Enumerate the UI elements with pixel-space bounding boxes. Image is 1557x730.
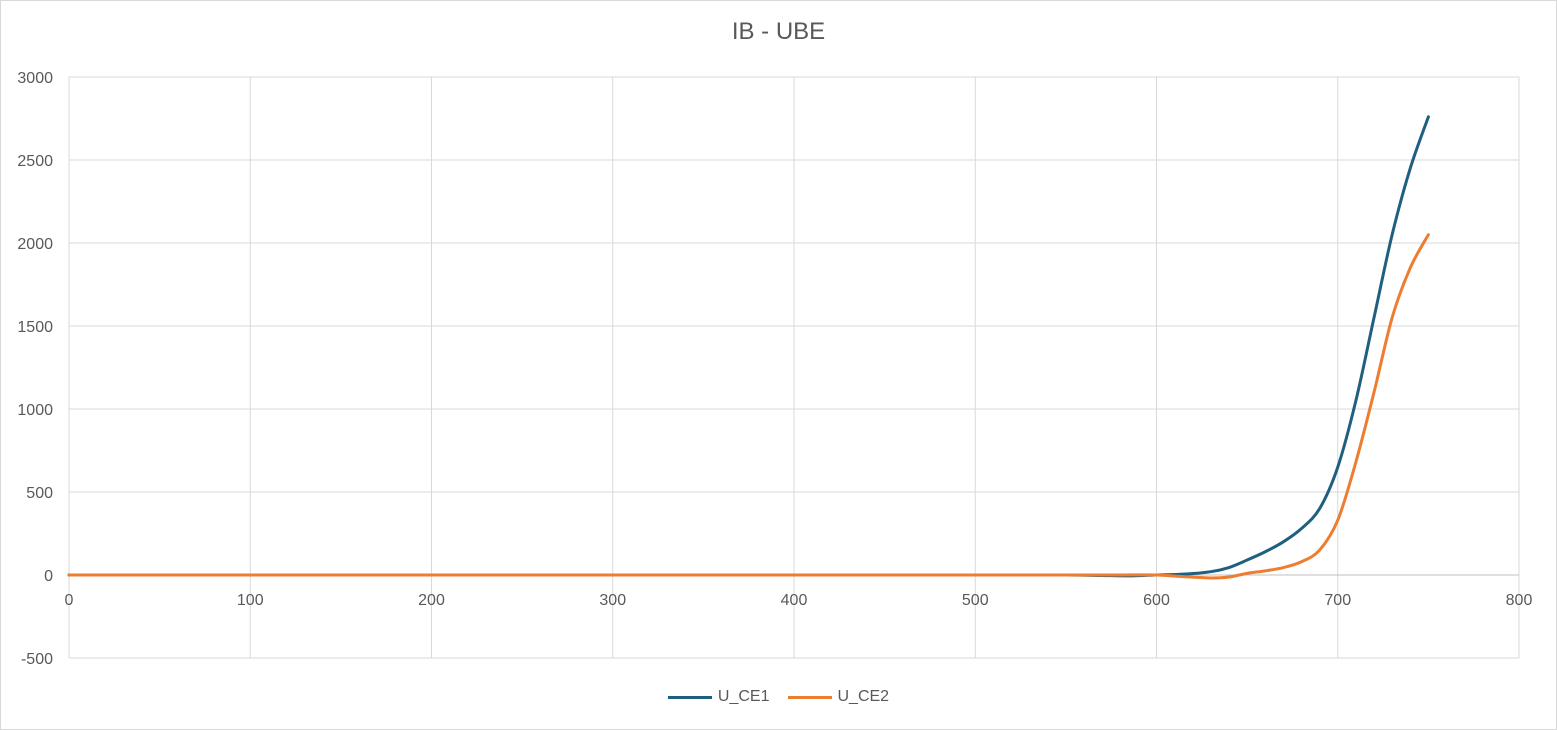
x-tick-label: 400 [781, 592, 808, 609]
series-line-u-ce1 [67, 115, 1430, 578]
legend-item: U_CE2 [787, 688, 890, 706]
y-tick-label: 1000 [17, 402, 53, 419]
x-tick-label: 100 [237, 592, 264, 609]
legend-swatch [787, 695, 832, 699]
x-tick-label: 0 [65, 592, 74, 609]
legend-swatch [667, 695, 712, 699]
series-layer [67, 115, 1430, 580]
x-tick-label: 700 [1324, 592, 1351, 609]
legend-label: U_CE2 [837, 688, 890, 705]
series-line-u-ce2 [67, 233, 1430, 580]
y-tick-label: 0 [44, 568, 53, 585]
y-tick-label: 2000 [17, 236, 53, 253]
legend: U_CE1 U_CE2 [0, 688, 1557, 706]
y-tick-label: 500 [26, 485, 53, 502]
x-tick-label: 500 [962, 592, 989, 609]
x-tick-label: 200 [418, 592, 445, 609]
x-tick-label: 600 [1143, 592, 1170, 609]
x-tick-label: 800 [1506, 592, 1533, 609]
x-tick-label: 300 [599, 592, 626, 609]
grid-layer [68, 76, 1520, 659]
y-tick-label: 2500 [17, 153, 53, 170]
legend-label: U_CE1 [717, 688, 770, 705]
y-tick-label: -500 [21, 651, 53, 668]
legend-item: U_CE1 [667, 688, 770, 706]
chart-title: IB - UBE [731, 18, 826, 45]
y-tick-label: 1500 [17, 319, 53, 336]
y-tick-label: 3000 [17, 70, 53, 87]
